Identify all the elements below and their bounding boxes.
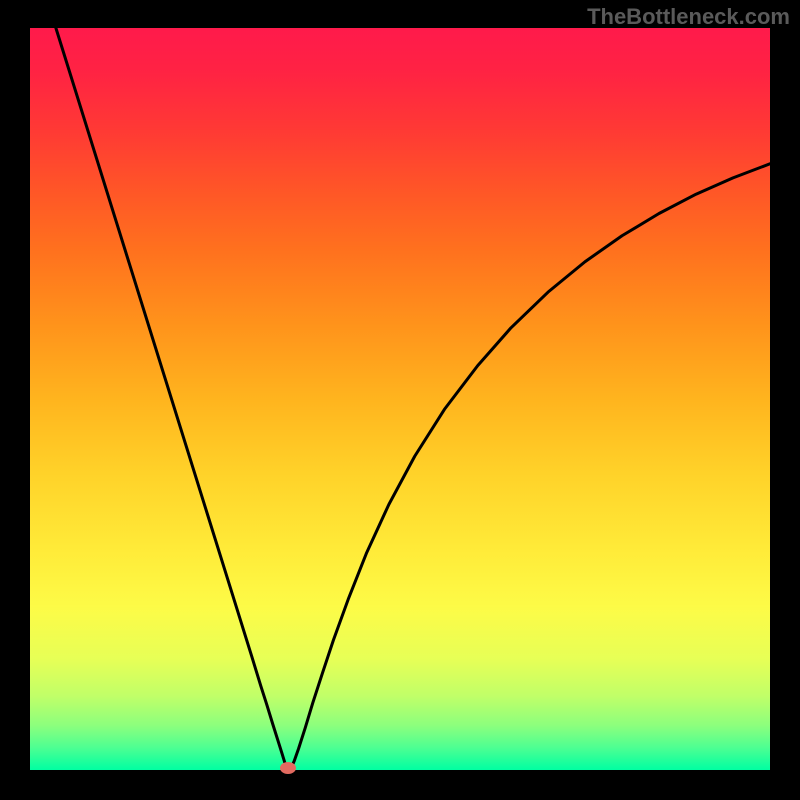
optimum-marker [280, 762, 296, 774]
bottleneck-curve [30, 28, 770, 770]
watermark-text: TheBottleneck.com [587, 4, 790, 30]
plot-area [30, 28, 770, 770]
chart-frame: TheBottleneck.com [0, 0, 800, 800]
